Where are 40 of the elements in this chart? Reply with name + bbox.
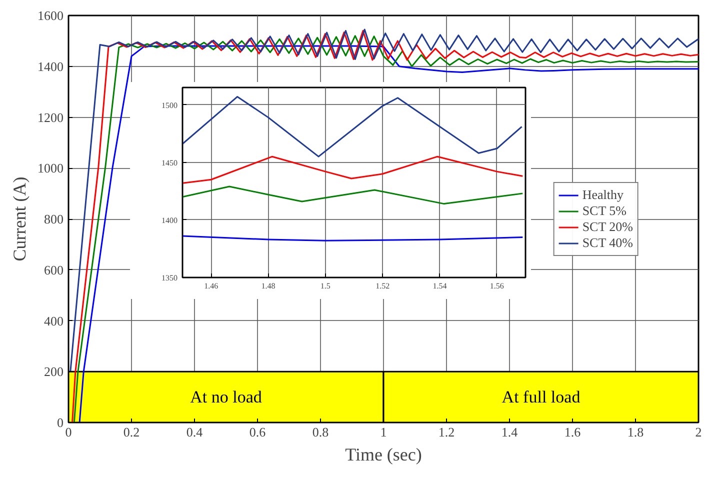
y-tick-label: 1450 (162, 158, 178, 168)
x-tick-label: 1.48 (261, 282, 276, 290)
line-series (182, 96, 523, 158)
y-tick-label: 800 (44, 212, 64, 226)
y-tick-label: 1200 (38, 110, 64, 125)
x-tick-label: 0.8 (312, 424, 329, 440)
x-tick-label: 1.46 (204, 282, 218, 290)
y-tick-label: 1350 (162, 274, 178, 282)
line-series (182, 156, 524, 184)
y-tick-label: 1400 (38, 58, 64, 74)
x-tick-label: 1.2 (438, 424, 455, 440)
y-tick-label: 0 (57, 415, 64, 430)
legend-label: Healthy (582, 186, 624, 202)
legend-label: SCT 40% (582, 234, 633, 250)
x-tick-label: 1.52 (376, 282, 390, 290)
x-tick-label: 2 (695, 424, 702, 440)
y-tick-label: 1400 (162, 216, 178, 225)
line-series (182, 186, 524, 205)
x-tick-label: 1.4 (501, 424, 518, 440)
band-label: At full load (502, 388, 581, 407)
x-tick-label: 1 (380, 424, 387, 440)
x-tick-label: 1.8 (627, 424, 644, 440)
x-tick-label: 0.2 (123, 424, 140, 440)
y-tick-label: 1500 (162, 100, 178, 110)
legend-label: SCT 5% (582, 202, 626, 218)
x-axis-title: Time (sec) (345, 444, 422, 464)
x-tick-label: 1.56 (490, 282, 504, 290)
y-tick-label: 600 (44, 262, 64, 278)
x-tick-label: 1.6 (564, 424, 582, 440)
x-tick-label: 0.6 (249, 424, 266, 440)
y-tick-label: 200 (44, 364, 64, 380)
x-tick-label: 1.54 (432, 282, 447, 290)
x-tick-label: 0.4 (186, 424, 204, 440)
x-tick-label: 1.5 (320, 282, 330, 290)
y-tick-label: 1600 (38, 8, 64, 23)
legend-label: SCT 20% (582, 218, 633, 234)
y-tick-label: 1000 (38, 160, 64, 176)
band-label: At no load (190, 388, 262, 407)
y-axis-title: Current (A) (10, 176, 30, 262)
y-tick-label: 400 (44, 313, 64, 328)
